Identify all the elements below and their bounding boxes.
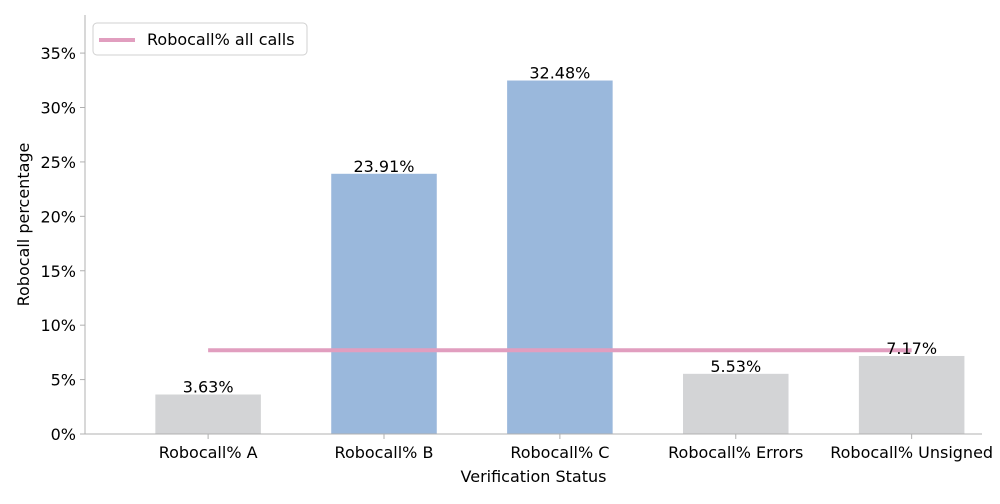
bar-3 [683, 373, 789, 434]
legend: Robocall% all calls [92, 22, 308, 56]
y-tick-label: 5% [51, 371, 76, 390]
y-tick-label: 30% [40, 99, 76, 118]
y-axis-ticks: 0% 5% 10% 15% 20% 25% 30% 35% [40, 44, 85, 444]
x-tick-label: Robocall% Errors [668, 443, 803, 462]
y-tick-label: 20% [40, 207, 76, 226]
bar-0 [155, 394, 261, 434]
x-axis-title: Verification Status [461, 467, 607, 486]
x-tick-label: Robocall% C [510, 443, 609, 462]
y-axis-title: Robocall percentage [14, 143, 33, 307]
bars [155, 80, 965, 435]
legend-entry-all-calls: Robocall% all calls [147, 30, 295, 49]
y-tick-label: 0% [51, 425, 76, 444]
x-tick-label: Robocall% Unsigned [830, 443, 993, 462]
data-label: 32.48% [529, 64, 590, 83]
bar-2 [507, 80, 613, 435]
bar-1 [331, 173, 437, 434]
x-axis-ticks: Robocall% A Robocall% B Robocall% C Robocal… [159, 434, 993, 462]
y-tick-label: 15% [40, 262, 76, 281]
x-tick-label: Robocall% A [159, 443, 258, 462]
data-label: 3.63% [183, 377, 234, 396]
data-label: 5.53% [710, 357, 761, 376]
data-label: 23.91% [353, 157, 414, 176]
y-tick-label: 25% [40, 153, 76, 172]
data-label: 7.17% [886, 339, 937, 358]
y-tick-label: 10% [40, 316, 76, 335]
legend-box [92, 22, 308, 56]
x-tick-label: Robocall% B [335, 443, 434, 462]
y-tick-label: 35% [40, 44, 76, 63]
bar-4 [858, 355, 965, 434]
data-labels: 3.63% 23.91% 32.48% 5.53% 7.17% [183, 64, 937, 397]
